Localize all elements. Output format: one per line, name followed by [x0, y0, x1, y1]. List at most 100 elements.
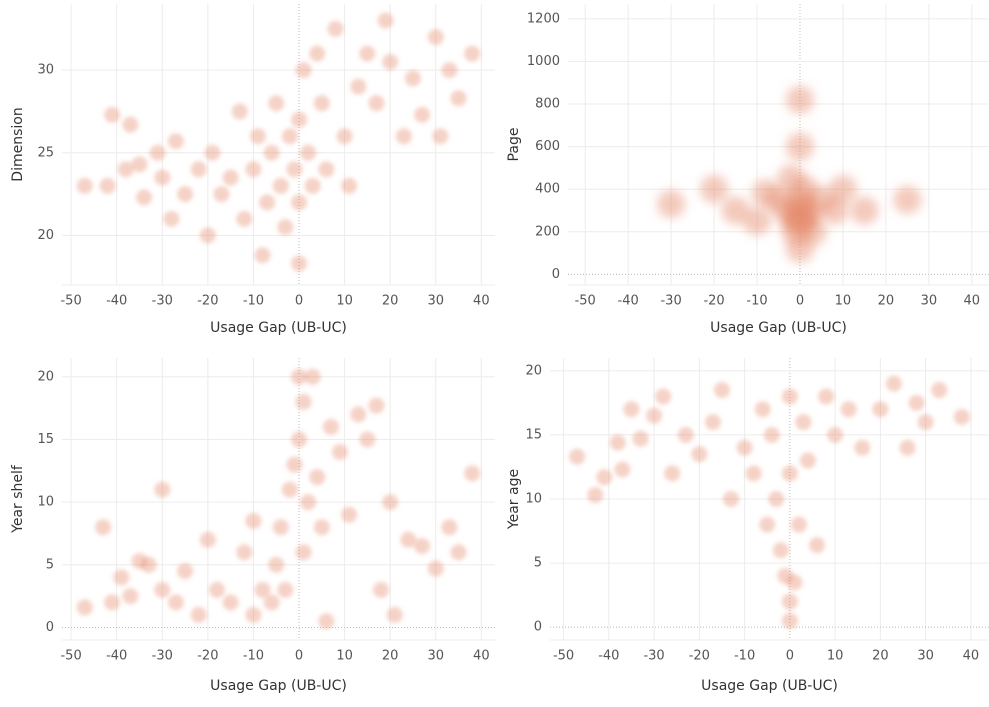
point — [295, 544, 312, 561]
point — [441, 62, 458, 79]
y-tick-label: 20 — [37, 369, 54, 384]
point — [291, 431, 308, 448]
point — [76, 599, 93, 616]
point — [854, 439, 871, 456]
point — [743, 207, 772, 236]
y-axis-title: Year age — [506, 469, 522, 530]
point — [322, 418, 339, 435]
point — [336, 128, 353, 145]
point — [277, 581, 294, 598]
point — [249, 128, 266, 145]
x-tick-label: -20 — [689, 649, 710, 664]
point — [464, 45, 481, 62]
point — [259, 194, 276, 211]
point — [163, 210, 180, 227]
point — [281, 481, 298, 498]
x-axis-title: Usage Gap (UB-UC) — [710, 320, 847, 336]
y-tick-label: 10 — [37, 495, 54, 510]
point — [736, 439, 753, 456]
point — [300, 144, 317, 161]
point — [450, 90, 467, 107]
point — [117, 161, 134, 178]
point — [190, 161, 207, 178]
y-tick-label: 0 — [534, 620, 542, 635]
point — [131, 156, 148, 173]
x-tick-label: -50 — [553, 649, 574, 664]
point — [272, 519, 289, 536]
point — [113, 569, 130, 586]
y-tick-label: 0 — [46, 620, 54, 635]
point — [368, 95, 385, 112]
point — [291, 111, 308, 128]
point — [386, 606, 403, 623]
point — [327, 20, 344, 37]
point — [213, 186, 230, 203]
x-tick-label: 30 — [427, 294, 444, 309]
y-tick-label: 400 — [535, 182, 560, 197]
point — [222, 594, 239, 611]
y-tick-label: 15 — [37, 432, 54, 447]
point — [295, 393, 312, 410]
x-tick-label: 40 — [473, 294, 490, 309]
x-tick-label: 10 — [336, 294, 353, 309]
point — [177, 563, 194, 580]
point — [136, 189, 153, 206]
point — [291, 368, 308, 385]
x-tick-label: 40 — [473, 649, 490, 664]
point — [204, 144, 221, 161]
point — [122, 588, 139, 605]
y-tick-label: 200 — [535, 224, 560, 239]
x-tick-label: -30 — [643, 649, 664, 664]
point — [400, 531, 417, 548]
y-tick-label: 20 — [525, 363, 542, 378]
x-axis-title: Usage Gap (UB-UC) — [701, 678, 838, 694]
point — [614, 461, 631, 478]
point — [818, 388, 835, 405]
point — [122, 116, 139, 133]
point — [277, 219, 294, 236]
point — [167, 594, 184, 611]
point — [464, 465, 481, 482]
point — [350, 78, 367, 95]
point — [272, 177, 289, 194]
point — [781, 593, 798, 610]
point — [286, 161, 303, 178]
point — [917, 414, 934, 431]
x-axis-title: Usage Gap (UB-UC) — [210, 320, 347, 336]
point — [786, 574, 803, 591]
x-tick-label: 0 — [786, 649, 794, 664]
point — [76, 177, 93, 194]
point — [236, 544, 253, 561]
point — [723, 491, 740, 507]
x-tick-label: -40 — [598, 649, 619, 664]
point — [827, 426, 844, 443]
point — [441, 519, 458, 536]
point — [281, 128, 298, 145]
point — [759, 516, 776, 533]
point — [713, 382, 730, 399]
point — [254, 247, 271, 264]
point — [721, 196, 750, 225]
x-tick-label: 20 — [382, 649, 399, 664]
x-tick-label: 20 — [382, 294, 399, 309]
point — [359, 45, 376, 62]
y-tick-label: 20 — [37, 228, 54, 243]
x-tick-label: 30 — [917, 649, 934, 664]
x-tick-label: 10 — [336, 649, 353, 664]
point — [395, 128, 412, 145]
x-tick-label: -30 — [660, 294, 681, 309]
point — [809, 537, 826, 554]
point — [795, 414, 812, 431]
point — [382, 53, 399, 70]
y-axis-title: Dimension — [10, 107, 26, 181]
point — [768, 491, 785, 507]
point — [291, 194, 308, 211]
x-tick-label: 20 — [872, 649, 889, 664]
y-tick-label: 15 — [525, 427, 542, 442]
point — [154, 481, 171, 498]
point — [785, 85, 814, 114]
x-tick-label: 20 — [878, 294, 895, 309]
point — [799, 452, 816, 469]
y-tick-label: 5 — [534, 556, 542, 571]
point — [609, 434, 626, 451]
